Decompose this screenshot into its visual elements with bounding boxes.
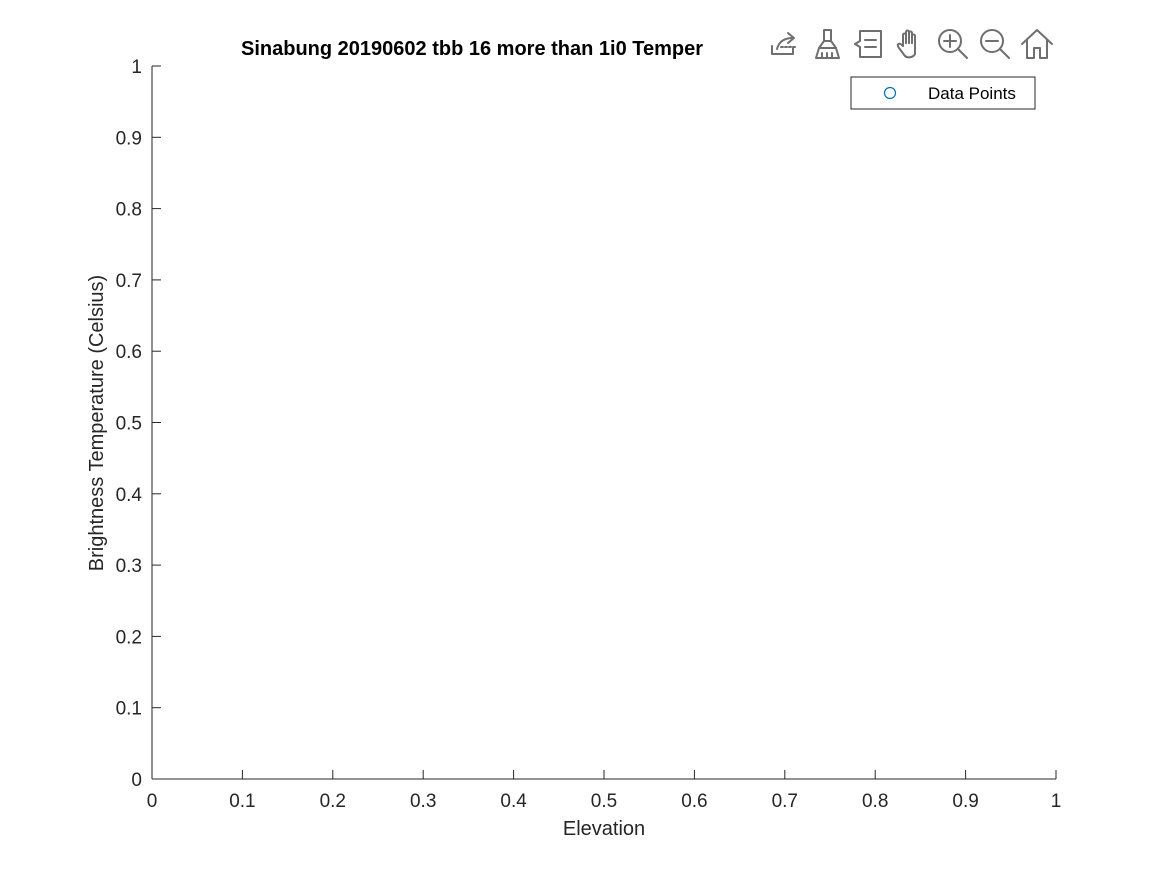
y-tick-label: 0.1 [116, 699, 142, 720]
zoom-out-button[interactable] [974, 23, 1016, 65]
home-icon [1021, 29, 1053, 59]
x-tick-label: 0.8 [862, 791, 888, 812]
x-tick-label: 0.4 [500, 791, 527, 812]
brush-button[interactable] [806, 23, 848, 65]
x-tick-label: 0.6 [681, 791, 707, 812]
zoom-in-button[interactable] [932, 23, 974, 65]
y-tick-label: 0.9 [116, 128, 142, 149]
y-tick-label: 1 [131, 57, 142, 78]
export-button[interactable] [764, 23, 806, 65]
y-tick-label: 0.4 [116, 485, 143, 506]
export-icon [771, 32, 798, 55]
legend[interactable]: Data Points [850, 76, 1036, 110]
y-axis-ticks: 0 0.1 0.2 0.3 0.4 0.5 0.6 0.7 0.8 0.9 1 [116, 57, 161, 791]
x-tick-label: 0.5 [591, 791, 617, 812]
axes-frame [151, 66, 1056, 780]
y-axis-label: Brightness Temperature (Celsius) [86, 275, 108, 571]
y-tick-label: 0.3 [116, 556, 142, 577]
y-tick-label: 0 [131, 770, 142, 791]
pan-icon [896, 29, 916, 59]
x-tick-label: 0.2 [320, 791, 346, 812]
datatip-icon [854, 30, 882, 58]
x-tick-label: 0.1 [229, 791, 255, 812]
y-tick-label: 0.8 [116, 200, 142, 221]
x-axis-ticks: 0 0.1 0.2 0.3 0.4 0.5 0.6 0.7 0.8 0.9 1 [147, 770, 1062, 812]
x-axis-label: Elevation [563, 818, 645, 840]
x-tick-label: 0 [147, 791, 158, 812]
pan-button[interactable] [890, 23, 932, 65]
legend-box [850, 76, 1036, 110]
x-tick-label: 0.7 [772, 791, 798, 812]
y-tick-label: 0.7 [116, 271, 142, 292]
legend-marker-icon [883, 86, 897, 100]
legend-entry: Data Points [928, 84, 1016, 103]
home-button[interactable] [1016, 23, 1058, 65]
y-tick-label: 0.2 [116, 627, 142, 648]
y-tick-label: 0.5 [116, 414, 142, 435]
chart-title: Sinabung 20190602 tbb 16 more than 1i0 T… [241, 38, 704, 60]
datatip-button[interactable] [848, 23, 890, 65]
axes-toolbar [764, 22, 1059, 66]
x-tick-label: 1 [1051, 791, 1062, 812]
zoom-out-icon [980, 29, 1010, 59]
x-tick-label: 0.3 [410, 791, 436, 812]
zoom-in-icon [938, 29, 968, 59]
brush-icon [815, 29, 840, 59]
x-tick-label: 0.9 [952, 791, 978, 812]
y-tick-label: 0.6 [116, 342, 142, 363]
